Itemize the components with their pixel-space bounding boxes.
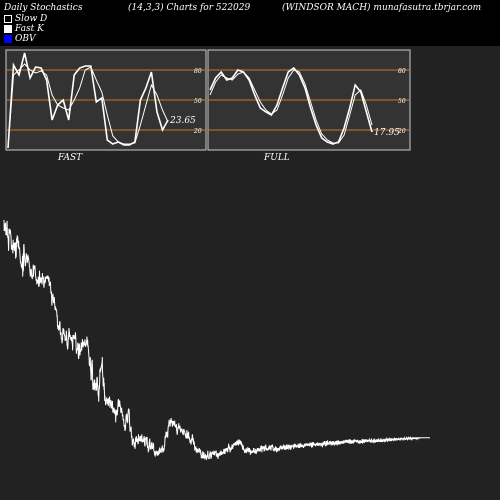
fast-level-label-50: 50 [194,98,202,105]
full-fast-k-line [209,66,373,145]
legend-obv-label: OBV [15,34,36,44]
legend-fast-k-swatch [4,25,12,33]
legend-obv: OBV [4,34,36,44]
legend-slow-d-label: Slow D [15,14,48,24]
legend-obv-swatch [4,35,12,43]
legend-fast-k: Fast K [4,24,44,34]
full-level-label-80: 80 [398,68,406,75]
full-level-label-50: 50 [398,98,406,105]
chart-params: (14,3,3) Charts for 522029 [128,3,251,13]
fast-panel-label: FAST [57,153,83,163]
chart-symbol: (WINDSOR MACH) munafasutra.tbrjar.com [282,3,482,13]
full-level-label-20: 20 [397,128,406,135]
fast-level-label-80: 80 [194,68,202,75]
chart-title: Daily Stochastics [4,3,83,13]
legend-slow-d: Slow D [4,14,47,24]
legend-fast-k-label: Fast K [15,24,44,34]
fast-slow-d-line [7,63,169,149]
legend-slow-d-swatch [4,15,12,23]
full-slow-d-line [209,69,373,144]
close-price-line [3,219,430,461]
full-panel-label: FULL [263,153,290,163]
full-last-value-label: 17.95 [374,128,400,138]
fast-fast-k-line [7,52,169,149]
fast-level-label-20: 20 [193,128,202,135]
fast-last-value-label: 23.65 [169,116,196,126]
